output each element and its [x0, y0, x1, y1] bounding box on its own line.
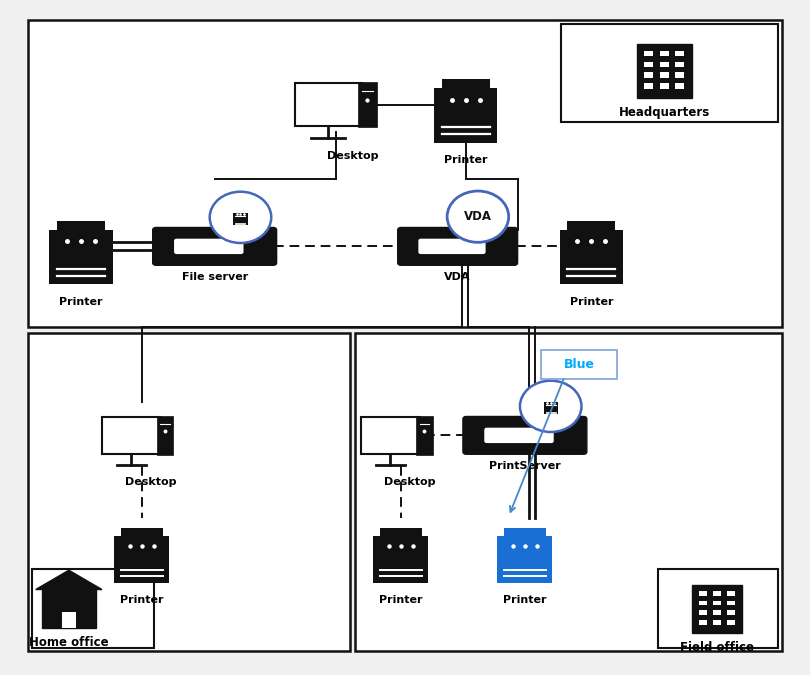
- FancyBboxPatch shape: [727, 601, 735, 605]
- Text: Printer: Printer: [59, 296, 103, 306]
- Text: VDA: VDA: [464, 210, 492, 223]
- Text: Desktop: Desktop: [384, 477, 436, 487]
- FancyBboxPatch shape: [727, 620, 735, 625]
- FancyBboxPatch shape: [644, 83, 654, 88]
- FancyBboxPatch shape: [497, 564, 552, 583]
- FancyBboxPatch shape: [174, 239, 244, 254]
- Text: Printer: Printer: [379, 595, 423, 605]
- FancyBboxPatch shape: [698, 601, 707, 605]
- FancyBboxPatch shape: [358, 82, 377, 127]
- FancyBboxPatch shape: [233, 213, 248, 222]
- FancyBboxPatch shape: [659, 72, 669, 78]
- FancyBboxPatch shape: [560, 263, 623, 284]
- FancyBboxPatch shape: [713, 610, 721, 615]
- FancyBboxPatch shape: [32, 569, 154, 648]
- Text: File server: File server: [181, 272, 248, 282]
- FancyBboxPatch shape: [434, 88, 497, 121]
- FancyBboxPatch shape: [659, 83, 669, 88]
- FancyBboxPatch shape: [114, 536, 169, 564]
- FancyBboxPatch shape: [698, 620, 707, 625]
- Text: Field office: Field office: [680, 641, 754, 654]
- FancyBboxPatch shape: [675, 51, 684, 57]
- Text: Desktop: Desktop: [327, 151, 378, 161]
- FancyBboxPatch shape: [497, 536, 552, 564]
- Text: Blue: Blue: [564, 358, 595, 371]
- FancyBboxPatch shape: [659, 51, 669, 57]
- Polygon shape: [36, 570, 102, 589]
- FancyBboxPatch shape: [295, 83, 361, 126]
- FancyBboxPatch shape: [398, 227, 518, 265]
- FancyBboxPatch shape: [373, 564, 428, 583]
- FancyBboxPatch shape: [28, 333, 350, 651]
- FancyBboxPatch shape: [644, 51, 654, 57]
- FancyBboxPatch shape: [418, 239, 485, 254]
- Text: Headquarters: Headquarters: [619, 106, 710, 119]
- Text: Printer: Printer: [120, 595, 164, 605]
- FancyBboxPatch shape: [57, 221, 105, 230]
- FancyBboxPatch shape: [637, 44, 692, 98]
- FancyBboxPatch shape: [644, 62, 654, 67]
- Circle shape: [520, 381, 582, 432]
- FancyBboxPatch shape: [441, 79, 490, 88]
- Circle shape: [210, 192, 271, 243]
- Text: Printer: Printer: [503, 595, 547, 605]
- FancyBboxPatch shape: [355, 333, 782, 651]
- Text: Printer: Printer: [444, 155, 488, 165]
- FancyBboxPatch shape: [713, 620, 721, 625]
- FancyBboxPatch shape: [675, 83, 684, 88]
- FancyBboxPatch shape: [463, 416, 586, 454]
- FancyBboxPatch shape: [49, 230, 113, 263]
- FancyBboxPatch shape: [62, 612, 76, 628]
- FancyBboxPatch shape: [727, 610, 735, 615]
- FancyBboxPatch shape: [727, 591, 735, 596]
- Text: Desktop: Desktop: [125, 477, 177, 487]
- FancyBboxPatch shape: [28, 20, 782, 327]
- Text: PrintServer: PrintServer: [489, 461, 561, 471]
- FancyBboxPatch shape: [484, 428, 554, 443]
- FancyBboxPatch shape: [102, 417, 160, 454]
- FancyBboxPatch shape: [121, 528, 163, 536]
- FancyBboxPatch shape: [233, 222, 248, 225]
- Text: Home office: Home office: [29, 637, 109, 649]
- FancyBboxPatch shape: [544, 411, 558, 414]
- FancyBboxPatch shape: [361, 417, 420, 454]
- FancyBboxPatch shape: [434, 121, 497, 142]
- FancyBboxPatch shape: [675, 62, 684, 67]
- FancyBboxPatch shape: [380, 528, 422, 536]
- FancyBboxPatch shape: [152, 227, 277, 265]
- FancyBboxPatch shape: [658, 569, 778, 648]
- FancyBboxPatch shape: [644, 72, 654, 78]
- FancyBboxPatch shape: [713, 601, 721, 605]
- FancyBboxPatch shape: [42, 589, 96, 628]
- FancyBboxPatch shape: [675, 72, 684, 78]
- Circle shape: [447, 191, 509, 242]
- FancyBboxPatch shape: [373, 536, 428, 564]
- FancyBboxPatch shape: [713, 591, 721, 596]
- FancyBboxPatch shape: [49, 263, 113, 284]
- Text: VDA: VDA: [445, 272, 471, 282]
- FancyBboxPatch shape: [544, 402, 558, 411]
- FancyBboxPatch shape: [504, 528, 546, 536]
- FancyBboxPatch shape: [698, 610, 707, 615]
- FancyBboxPatch shape: [692, 585, 742, 633]
- FancyBboxPatch shape: [561, 24, 778, 122]
- FancyBboxPatch shape: [567, 221, 616, 230]
- Text: Printer: Printer: [569, 296, 613, 306]
- FancyBboxPatch shape: [157, 416, 173, 455]
- FancyBboxPatch shape: [698, 591, 707, 596]
- FancyBboxPatch shape: [659, 62, 669, 67]
- FancyBboxPatch shape: [416, 416, 433, 455]
- FancyBboxPatch shape: [114, 564, 169, 583]
- FancyBboxPatch shape: [541, 350, 617, 379]
- FancyBboxPatch shape: [560, 230, 623, 263]
